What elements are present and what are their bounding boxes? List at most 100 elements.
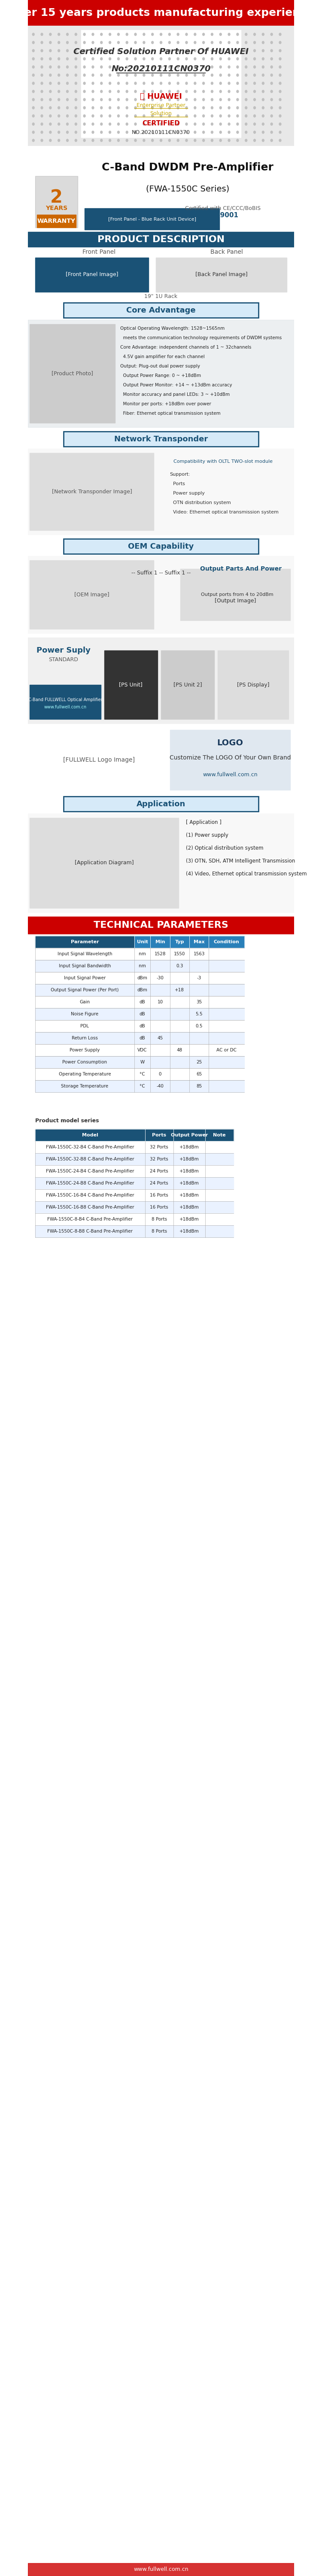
Circle shape	[194, 131, 196, 134]
Circle shape	[118, 67, 119, 70]
Circle shape	[126, 57, 128, 59]
Text: (3) OTN, SDH, ATM Intelligent Transmission: (3) OTN, SDH, ATM Intelligent Transmissi…	[186, 858, 295, 863]
Circle shape	[177, 106, 179, 108]
Circle shape	[100, 113, 102, 116]
Circle shape	[220, 90, 222, 93]
Circle shape	[168, 33, 171, 36]
Circle shape	[168, 90, 171, 93]
Bar	[189, 935, 209, 948]
Circle shape	[151, 131, 154, 134]
Text: Monitor accuracy and panel LEDs: 3 ~ +10dBm: Monitor accuracy and panel LEDs: 3 ~ +10…	[120, 392, 230, 397]
Text: Note: Note	[213, 1133, 226, 1139]
Text: Model: Model	[82, 1133, 98, 1139]
Text: Customize The LOGO Of Your Own Brand: Customize The LOGO Of Your Own Brand	[169, 755, 291, 760]
Circle shape	[100, 33, 102, 36]
Circle shape	[100, 90, 102, 93]
Bar	[35, 1056, 244, 1069]
Circle shape	[262, 98, 264, 100]
Circle shape	[126, 98, 128, 100]
Text: 0.5: 0.5	[195, 1025, 203, 1028]
Circle shape	[160, 124, 162, 126]
Circle shape	[32, 131, 34, 134]
Bar	[209, 935, 244, 948]
Text: +18dBm: +18dBm	[180, 1218, 199, 1221]
Circle shape	[100, 106, 102, 108]
Circle shape	[83, 106, 85, 108]
Circle shape	[177, 82, 179, 85]
Circle shape	[134, 67, 137, 70]
Circle shape	[109, 67, 111, 70]
Circle shape	[151, 90, 154, 93]
Circle shape	[32, 49, 34, 52]
Circle shape	[228, 131, 230, 134]
Circle shape	[160, 41, 162, 44]
Bar	[35, 1128, 145, 1141]
Circle shape	[151, 67, 154, 70]
Circle shape	[32, 106, 34, 108]
Bar	[81, 31, 241, 137]
Text: [PS Display]: [PS Display]	[237, 683, 270, 688]
Bar	[35, 1200, 234, 1213]
Text: +18dBm: +18dBm	[180, 1170, 199, 1175]
Bar	[63, 304, 259, 317]
Circle shape	[143, 90, 145, 93]
Text: 45: 45	[157, 1036, 163, 1041]
Circle shape	[75, 75, 77, 77]
Circle shape	[253, 57, 256, 59]
Bar	[63, 796, 259, 811]
Circle shape	[118, 57, 119, 59]
Circle shape	[203, 90, 204, 93]
Bar	[63, 304, 259, 317]
Text: [OEM Image]: [OEM Image]	[74, 592, 109, 598]
Bar	[150, 935, 170, 948]
Text: Max: Max	[194, 940, 204, 945]
Text: Fiber: Ethernet optical transmission system: Fiber: Ethernet optical transmission sys…	[120, 412, 221, 415]
Circle shape	[49, 124, 52, 126]
Circle shape	[134, 98, 137, 100]
Text: Power Suply: Power Suply	[36, 647, 90, 654]
Circle shape	[211, 131, 213, 134]
Circle shape	[143, 113, 145, 116]
Circle shape	[262, 113, 264, 116]
Circle shape	[118, 33, 119, 36]
Circle shape	[66, 57, 69, 59]
Bar	[145, 1128, 174, 1141]
Circle shape	[211, 67, 213, 70]
Text: Output Power: Output Power	[171, 1133, 208, 1139]
Text: Input Signal Wavelength: Input Signal Wavelength	[57, 953, 112, 956]
Circle shape	[92, 131, 94, 134]
Text: 1528: 1528	[155, 953, 166, 956]
Circle shape	[237, 41, 239, 44]
Circle shape	[58, 57, 60, 59]
Text: FWA-1550C-16-B8 C-Band Pre-Amplifier: FWA-1550C-16-B8 C-Band Pre-Amplifier	[46, 1206, 134, 1211]
Circle shape	[134, 57, 137, 59]
Circle shape	[270, 124, 273, 126]
Text: [ Application ]: [ Application ]	[186, 819, 222, 824]
Circle shape	[185, 113, 188, 116]
Circle shape	[270, 33, 273, 36]
Circle shape	[92, 113, 94, 116]
Circle shape	[194, 139, 196, 142]
Circle shape	[83, 67, 85, 70]
Text: VDC: VDC	[137, 1048, 147, 1051]
Text: Output Power Range: 0 ~ +18dBm: Output Power Range: 0 ~ +18dBm	[120, 374, 201, 379]
Circle shape	[92, 124, 94, 126]
Circle shape	[185, 139, 188, 142]
Circle shape	[228, 98, 230, 100]
Circle shape	[109, 131, 111, 134]
Text: (FWA-1550C Series): (FWA-1550C Series)	[146, 185, 229, 193]
Circle shape	[118, 90, 119, 93]
Circle shape	[134, 41, 137, 44]
Circle shape	[58, 139, 60, 142]
Circle shape	[177, 33, 179, 36]
Circle shape	[279, 82, 281, 85]
Circle shape	[168, 82, 171, 85]
Circle shape	[118, 139, 119, 142]
Circle shape	[228, 139, 230, 142]
Circle shape	[262, 124, 264, 126]
Text: 16 Ports: 16 Ports	[150, 1206, 168, 1211]
Circle shape	[58, 124, 60, 126]
Circle shape	[109, 33, 111, 36]
Circle shape	[92, 90, 94, 93]
Circle shape	[220, 124, 222, 126]
